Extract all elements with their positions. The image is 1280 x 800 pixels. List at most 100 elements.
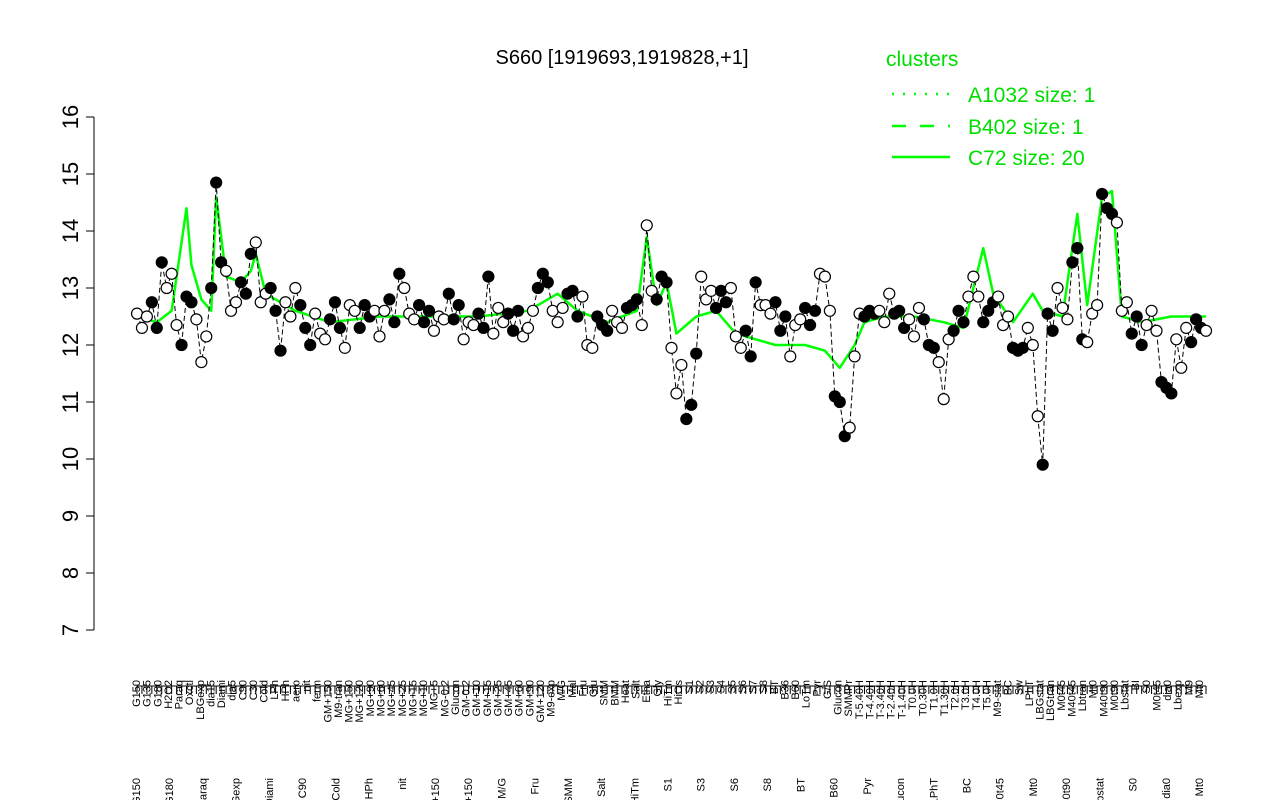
x-tick-label: S8 xyxy=(762,778,774,791)
data-point xyxy=(1185,336,1198,349)
data-point xyxy=(1150,324,1163,337)
x-tick-label: Glucon xyxy=(450,680,462,715)
data-point xyxy=(764,307,777,320)
x-tick-label: T-5.40H xyxy=(854,680,866,719)
data-point xyxy=(299,321,312,334)
x-tick-label: BT xyxy=(795,778,807,792)
x-tick-label: M0t45 xyxy=(1151,680,1163,711)
data-point xyxy=(734,341,747,354)
data-point xyxy=(1125,327,1138,340)
y-tick-label: 9 xyxy=(58,510,83,522)
data-point xyxy=(917,313,931,326)
data-point xyxy=(452,299,465,312)
data-point xyxy=(205,281,218,295)
x-tick-label: Glucon xyxy=(833,680,845,715)
data-point xyxy=(165,267,178,280)
data-point xyxy=(353,321,366,334)
x-tick-label: GM+60 xyxy=(514,680,526,716)
x-tick-label: Fru xyxy=(577,680,589,697)
x-tick-label: BI xyxy=(1130,680,1142,690)
x-tick-label: S2 xyxy=(694,680,706,693)
x-tick-label: Diami xyxy=(264,778,276,800)
data-point xyxy=(467,318,480,332)
data-point xyxy=(724,281,737,295)
data-point xyxy=(442,287,455,300)
data-point xyxy=(902,313,916,326)
data-point xyxy=(130,307,144,320)
data-point xyxy=(769,296,782,309)
y-tick-label: 11 xyxy=(58,391,83,414)
data-point xyxy=(719,296,733,309)
data-point xyxy=(1046,324,1059,337)
x-tick-label: LoTm xyxy=(801,680,813,708)
x-tick-label: Gly xyxy=(652,680,664,697)
data-point xyxy=(873,304,886,317)
data-point xyxy=(398,281,411,295)
data-point xyxy=(640,219,653,232)
data-point xyxy=(200,330,213,343)
data-point xyxy=(665,341,678,354)
x-tick-label: Salt xyxy=(596,778,608,797)
x-tick-label: S1 xyxy=(684,680,696,693)
x-tick-label: T1.0H xyxy=(928,680,940,710)
series-line-points xyxy=(136,182,1207,465)
data-point xyxy=(927,341,940,354)
y-axis: 7 8 9 10 11 12 13 14 15 16 xyxy=(58,105,95,636)
data-point xyxy=(779,310,792,323)
y-tick-label: 14 xyxy=(58,219,83,243)
x-tick-label: SMM xyxy=(599,680,611,706)
x-tick-label: Diami xyxy=(216,680,228,708)
x-tick-label: S3 xyxy=(696,778,708,791)
x-tick-label: LBGexp xyxy=(195,680,207,720)
data-point xyxy=(907,330,921,343)
x-tick-label: T4.0H xyxy=(971,680,983,710)
data-point xyxy=(482,270,495,283)
x-tick-label: dia0 xyxy=(1162,680,1174,701)
data-point xyxy=(749,276,762,289)
data-point xyxy=(1001,310,1015,323)
x-tick-label: Lbexp xyxy=(1173,680,1185,710)
x-axis: G150G135G180H2O2ParaqOxctlLBGexpdia15Dia… xyxy=(131,679,1207,800)
data-point xyxy=(818,270,832,283)
data-point xyxy=(1130,310,1143,323)
x-tick-label: M0t45 xyxy=(1056,680,1068,711)
data-point xyxy=(1016,341,1029,354)
data-point xyxy=(967,270,980,283)
x-tick-label: Cold xyxy=(330,778,342,800)
x-tick-label: LBGexp xyxy=(231,778,243,800)
x-tick-label: LPhT xyxy=(928,778,940,800)
data-point xyxy=(234,276,248,289)
x-tick-label: Paraq xyxy=(174,680,186,709)
x-tick-label: T1.30H xyxy=(939,680,951,716)
data-point xyxy=(210,176,223,189)
data-point xyxy=(244,247,257,260)
x-tick-label: LPhT xyxy=(1024,680,1036,707)
data-point xyxy=(393,267,406,280)
data-point xyxy=(422,304,436,317)
data-point xyxy=(412,299,426,312)
data-point xyxy=(502,307,515,320)
data-point xyxy=(521,321,535,334)
x-tick-label: Lbstat xyxy=(1094,778,1106,800)
data-point xyxy=(477,321,490,334)
data-point xyxy=(680,413,693,426)
data-point xyxy=(190,313,203,326)
x-tick-label: SMMPr xyxy=(843,680,855,717)
x-tick-label: C30 xyxy=(248,680,260,700)
x-tick-label: Fru xyxy=(530,778,542,795)
x-tick-label: S1 xyxy=(663,778,675,791)
x-tick-label: MG+45 xyxy=(386,680,398,716)
x-tick-label: dia5 xyxy=(227,680,239,701)
data-point xyxy=(912,301,926,315)
data-point xyxy=(630,293,643,306)
data-point xyxy=(972,290,985,303)
data-point xyxy=(511,304,525,317)
data-point xyxy=(175,338,188,352)
x-tick-label: HPh xyxy=(280,680,292,701)
data-point xyxy=(744,350,757,363)
data-point xyxy=(947,324,960,337)
data-point xyxy=(566,284,579,297)
legend-title: clusters xyxy=(886,48,958,71)
data-point xyxy=(531,281,544,295)
data-point xyxy=(739,324,752,337)
